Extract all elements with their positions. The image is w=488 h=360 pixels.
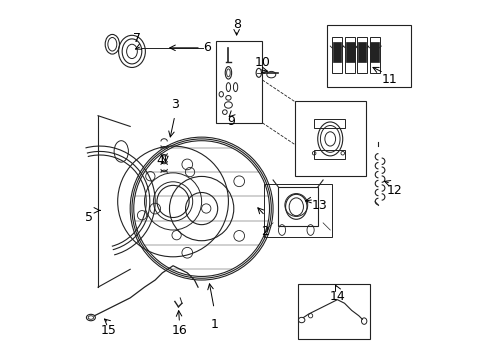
Bar <box>345 42 354 62</box>
Text: 14: 14 <box>329 289 345 303</box>
Text: 1: 1 <box>210 318 218 331</box>
Bar <box>313 119 344 128</box>
Text: 10: 10 <box>254 56 270 69</box>
Text: 16: 16 <box>171 324 187 337</box>
Bar <box>345 37 354 73</box>
Bar <box>294 102 365 176</box>
Bar <box>313 150 344 158</box>
Bar <box>298 284 369 339</box>
Bar <box>369 37 379 73</box>
Bar <box>357 42 366 62</box>
Text: 4: 4 <box>156 154 164 167</box>
Text: 9: 9 <box>226 114 234 127</box>
Bar <box>331 37 341 73</box>
Bar <box>356 37 366 73</box>
Text: 11: 11 <box>381 73 396 86</box>
Bar <box>326 24 410 87</box>
Text: 2: 2 <box>261 225 268 238</box>
Text: 12: 12 <box>386 184 402 197</box>
Text: 7: 7 <box>133 32 141 45</box>
Bar <box>332 42 341 62</box>
Bar <box>369 42 378 62</box>
Bar <box>278 187 317 226</box>
Text: 13: 13 <box>311 198 327 212</box>
Text: 3: 3 <box>170 99 179 112</box>
Text: 5: 5 <box>85 211 93 224</box>
Bar <box>216 41 262 123</box>
Bar <box>264 184 331 237</box>
Text: 8: 8 <box>232 18 240 31</box>
Text: 6: 6 <box>203 41 210 54</box>
Text: 15: 15 <box>101 324 117 337</box>
